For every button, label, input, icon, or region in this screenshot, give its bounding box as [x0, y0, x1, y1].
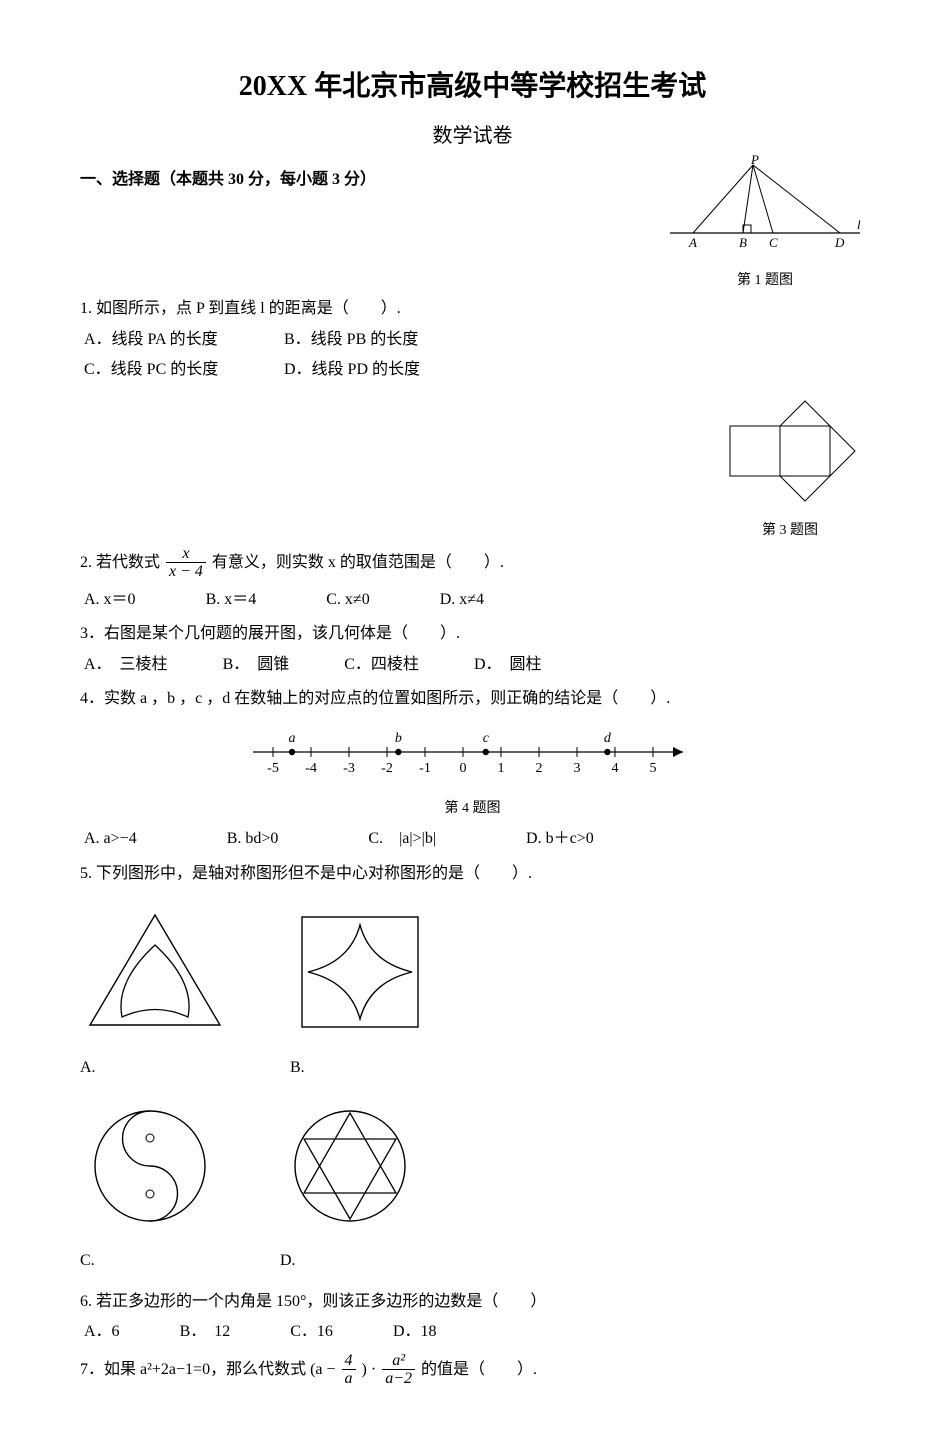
q3-opt-b: B． 圆锥 [223, 650, 290, 680]
q6-opt-d: D．18 [393, 1317, 437, 1347]
q3-opt-a: A． 三棱柱 [84, 650, 168, 680]
svg-text:1: 1 [497, 761, 504, 776]
q2-opt-b: B. x＝4 [206, 585, 257, 615]
q3-figure-caption: 第 3 题图 [715, 518, 865, 545]
q5-text: 5. 下列图形中，是轴对称图形但不是中心对称图形的是（ ）. [80, 859, 865, 889]
q6-text: 6. 若正多边形的一个内角是 150°，则该正多边形的边数是（ ） [80, 1287, 865, 1317]
svg-text:b: b [394, 731, 401, 746]
svg-text:2: 2 [535, 761, 542, 776]
page-subtitle: 数学试卷 [80, 117, 865, 155]
q7-frac2: a² a−2 [382, 1352, 415, 1388]
svg-text:B: B [739, 235, 747, 250]
svg-text:D: D [834, 235, 845, 250]
q2-pre: 2. 若代数式 [80, 554, 160, 571]
question-4: 4．实数 a ，b ，c ，d 在数轴上的对应点的位置如图所示，则正确的结论是（… [80, 684, 865, 855]
q6-opt-a: A．6 [84, 1317, 120, 1347]
q2-fraction: x x − 4 [166, 545, 206, 581]
q1-opt-a: A．线段 PA 的长度 [84, 325, 244, 355]
q6-opt-b: B． 12 [180, 1317, 231, 1347]
q2-opt-c: C. x≠0 [326, 585, 369, 615]
q5-opt-b: B. [290, 1053, 430, 1083]
q1-opt-d: D．线段 PD 的长度 [284, 355, 444, 385]
svg-text:l: l [857, 217, 861, 232]
q4-opt-a: A. a>−4 [84, 824, 137, 854]
svg-text:4: 4 [611, 761, 618, 776]
q2-frac-num: x [166, 545, 206, 564]
q4-opt-d: D. b＋c>0 [526, 824, 594, 854]
q5-opt-a: A. [80, 1053, 230, 1083]
q5-shape-a [80, 907, 230, 1037]
q1-text: 1. 如图所示，点 P 到直线 l 的距离是（ ）. [80, 294, 865, 324]
page-title: 20XX 年北京市高级中等学校招生考试 [80, 60, 865, 113]
svg-text:A: A [688, 235, 697, 250]
q5-shape-c [80, 1101, 220, 1231]
q7-pre: 7．如果 a²+2a−1=0，那么代数式 (a − [80, 1360, 336, 1377]
q4-text: 4．实数 a ，b ，c ，d 在数轴上的对应点的位置如图所示，则正确的结论是（… [80, 684, 865, 714]
q2-post: 有意义，则实数 x 的取值范围是（ ）. [212, 554, 504, 571]
q6-opt-c: C．16 [290, 1317, 333, 1347]
q4-opt-b: B. bd>0 [227, 824, 279, 854]
q1-opt-b: B．线段 PB 的长度 [284, 325, 444, 355]
q7-f1-den: a [342, 1370, 356, 1388]
q5-shape-b [290, 907, 430, 1037]
q3-text: 3．右图是某个几何题的展开图，该几何体是（ ）. [80, 619, 865, 649]
svg-text:-1: -1 [419, 761, 431, 776]
q4-numberline: -5 -4 -3 -2 -1 0 1 2 3 4 5 a b c d [243, 722, 703, 782]
q1-figure: l P A B C D 第 1 题图 [665, 155, 865, 294]
q7-frac1: 4 a [342, 1352, 356, 1388]
svg-text:-2: -2 [381, 761, 393, 776]
q1-figure-caption: 第 1 题图 [665, 268, 865, 295]
svg-text:C: C [769, 235, 778, 250]
q1-opt-c: C．线段 PC 的长度 [84, 355, 244, 385]
q2-opt-a: A. x＝0 [84, 585, 136, 615]
question-1: 1. 如图所示，点 P 到直线 l 的距离是（ ）. A．线段 PA 的长度 B… [80, 294, 865, 385]
svg-text:0: 0 [459, 761, 466, 776]
svg-text:-5: -5 [267, 761, 279, 776]
question-7: 7．如果 a²+2a−1=0，那么代数式 (a − 4 a ) · a² a−2… [80, 1352, 865, 1388]
q3-opt-d: D． 圆柱 [474, 650, 542, 680]
q3-figure: 第 3 题图 [715, 396, 865, 545]
question-2: 2. 若代数式 x x − 4 有意义，则实数 x 的取值范围是（ ）. A. … [80, 545, 865, 616]
svg-text:c: c [482, 731, 489, 746]
q4-figure-caption: 第 4 题图 [80, 796, 865, 823]
q7-f2-den: a−2 [382, 1370, 415, 1388]
q2-frac-den: x − 4 [166, 563, 206, 581]
q7-mid: ) · [362, 1360, 381, 1377]
svg-text:d: d [603, 731, 611, 746]
svg-text:-3: -3 [343, 761, 355, 776]
q5-shape-d [280, 1101, 420, 1231]
q5-opt-d: D. [280, 1246, 420, 1276]
q4-opt-c: C. |a|>|b| [368, 824, 436, 854]
question-3: 3．右图是某个几何题的展开图，该几何体是（ ）. A． 三棱柱 B． 圆锥 C．… [80, 619, 865, 680]
svg-text:5: 5 [649, 761, 656, 776]
q5-opt-c: C. [80, 1246, 220, 1276]
q2-opt-d: D. x≠4 [440, 585, 484, 615]
q7-post: 的值是（ ）. [421, 1360, 537, 1377]
svg-text:3: 3 [573, 761, 580, 776]
q3-opt-c: C．四棱柱 [344, 650, 419, 680]
q7-f1-num: 4 [342, 1352, 356, 1371]
svg-text:-4: -4 [305, 761, 317, 776]
question-5: 5. 下列图形中，是轴对称图形但不是中心对称图形的是（ ）. A. B. [80, 859, 865, 1277]
svg-text:P: P [750, 155, 759, 167]
question-6: 6. 若正多边形的一个内角是 150°，则该正多边形的边数是（ ） A．6 B．… [80, 1287, 865, 1348]
q7-f2-num: a² [382, 1352, 415, 1371]
svg-text:a: a [288, 731, 295, 746]
